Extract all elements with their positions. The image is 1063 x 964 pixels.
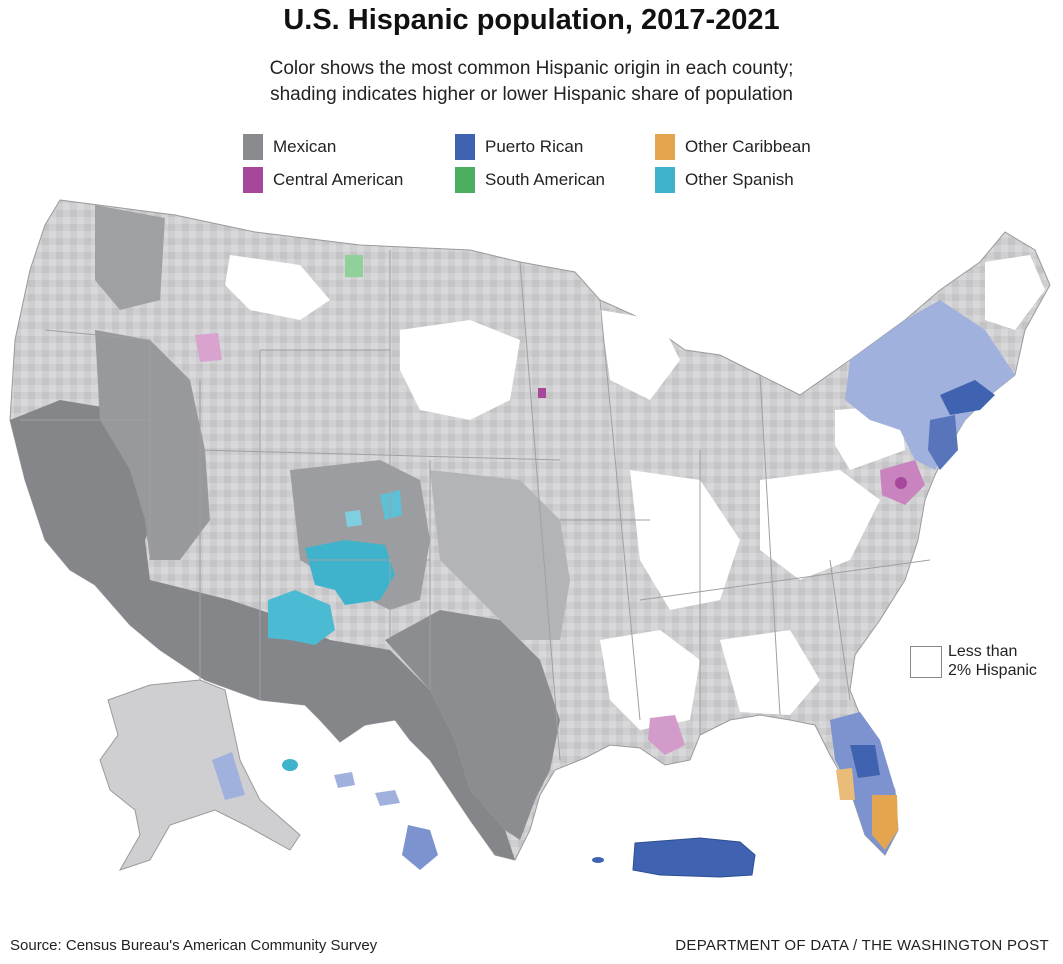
region-low-hispanic-midwest — [600, 310, 680, 400]
alaska-light-blue-region — [212, 752, 245, 800]
legend-swatch-puerto-rican — [455, 134, 475, 160]
legend-less-than-swatch — [910, 646, 942, 678]
region-mexican-washington — [95, 205, 165, 310]
legend-label: South American — [485, 170, 606, 189]
legend-item-other-spanish: Other Spanish — [655, 166, 794, 194]
region-south-american-montana — [345, 255, 363, 277]
legend-swatch-other-spanish — [655, 167, 675, 193]
state-borders — [20, 250, 931, 761]
legend-swatch-central-american — [243, 167, 263, 193]
alaska-landmass — [99, 679, 301, 871]
region-puerto-rican-connecticut — [940, 380, 995, 415]
region-other-spanish-colorado — [380, 490, 402, 520]
legend-item-puerto-rican: Puerto Rican — [455, 133, 583, 161]
hawaii-kauai — [282, 759, 298, 771]
region-puerto-rican-nj — [928, 415, 958, 470]
region-low-hispanic-montana — [225, 255, 330, 320]
legend-less-than-line2: 2% Hispanic — [948, 662, 1037, 679]
legend-item-central-american: Central American — [243, 166, 403, 194]
source-note: Source: Census Bureau's American Communi… — [10, 937, 378, 954]
legend-swatch-other-caribbean — [655, 134, 675, 160]
region-low-hispanic-maine — [985, 255, 1045, 330]
region-central-american-core — [895, 477, 907, 489]
credit-note: DEPARTMENT OF DATA / THE WASHINGTON POST — [675, 937, 1049, 954]
legend-label: Other Caribbean — [685, 137, 811, 156]
region-low-hispanic-southeast — [720, 630, 820, 715]
region-central-american-iowa — [538, 388, 546, 398]
region-puerto-rican-orlando — [850, 745, 880, 778]
legend-item-mexican: Mexican — [243, 133, 336, 161]
subtitle-line-1: Color shows the most common Hispanic ori… — [269, 58, 794, 79]
region-central-american-idaho — [195, 333, 222, 362]
region-puerto-rican-northeast — [845, 300, 1015, 470]
region-other-spanish-nm-2 — [268, 590, 335, 645]
legend-item-other-caribbean: Other Caribbean — [655, 133, 811, 161]
hawaii-big-island — [402, 825, 438, 870]
legend-label: Other Spanish — [685, 170, 794, 189]
legend: Mexican Puerto Rican Other Caribbean Cen… — [243, 133, 843, 193]
region-central-american-louisiana — [648, 715, 685, 755]
legend-label: Central American — [273, 170, 404, 189]
subtitle-line-2: shading indicates higher or lower Hispan… — [270, 84, 793, 105]
region-low-hispanic-dakotas — [400, 320, 520, 420]
us-county-map — [9, 199, 1051, 878]
legend-swatch-south-american — [455, 167, 475, 193]
region-low-hispanic-south — [600, 630, 700, 730]
puerto-rico-landmass — [632, 837, 756, 878]
region-low-hispanic-appalachia — [760, 470, 880, 580]
region-mexican-southwest — [10, 400, 515, 860]
hawaii-maui — [375, 790, 400, 806]
chart-title: U.S. Hispanic population, 2017-2021 — [283, 4, 780, 36]
puerto-rico-islet — [592, 857, 604, 863]
legend-less-than-line1: Less than — [948, 643, 1018, 660]
region-other-caribbean-sw-florida — [836, 768, 855, 800]
legend-swatch-mexican — [243, 134, 263, 160]
legend-label: Puerto Rican — [485, 137, 584, 156]
region-other-spanish-wyoming — [345, 510, 362, 527]
region-other-caribbean-miami — [872, 795, 898, 850]
region-mexican-texas — [385, 610, 560, 840]
legend-label: Mexican — [273, 137, 337, 156]
hawaii-oahu — [334, 772, 355, 788]
region-mexican-plains — [430, 470, 570, 640]
region-low-hispanic-ohio-valley — [630, 470, 740, 610]
region-mexican-nevada-utah — [95, 330, 210, 560]
region-other-spanish-new-mexico — [305, 540, 395, 605]
legend-item-south-american: South American — [455, 166, 605, 194]
